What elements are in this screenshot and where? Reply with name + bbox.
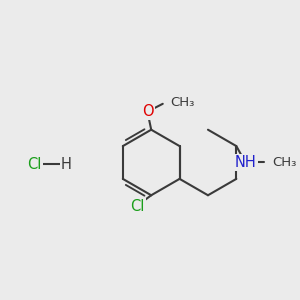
Text: NH: NH xyxy=(235,155,256,170)
Text: CH₃: CH₃ xyxy=(273,156,297,169)
Text: O: O xyxy=(142,104,154,119)
Text: CH₃: CH₃ xyxy=(170,96,194,109)
Text: Cl: Cl xyxy=(130,199,144,214)
Text: H: H xyxy=(61,157,72,172)
Text: Cl: Cl xyxy=(27,157,41,172)
